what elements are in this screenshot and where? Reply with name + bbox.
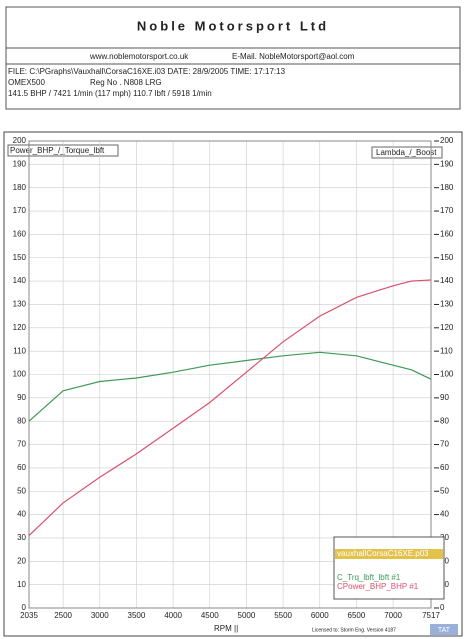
series-line [28, 351, 432, 422]
y-tick-label: 30 [17, 533, 26, 542]
y2-tick-label: 10 [440, 580, 449, 589]
y2-tick-label: 30 [440, 533, 449, 542]
y2-tick-label: 190 [440, 159, 454, 168]
x-tick-label: 7000 [384, 611, 402, 620]
reg: Reg No . N808 LRG [90, 78, 162, 87]
legend-title-bg [335, 549, 443, 559]
y2-tick-label: 110 [440, 346, 453, 355]
badge: TAT [438, 627, 451, 634]
header-box [5, 6, 461, 110]
y-tick-label: 180 [13, 183, 27, 192]
file-line: FILE: C:\PGraphs\Vauxhall\CorsaC16XE.i03… [8, 67, 286, 76]
x-tick-label: 6500 [348, 611, 366, 620]
y-tick-label: 110 [13, 346, 26, 355]
y-tick-label: 130 [13, 300, 27, 309]
y-tick-label: 160 [13, 230, 27, 239]
y-tick-label: 10 [17, 580, 26, 589]
y2-tick-label: 20 [440, 556, 449, 565]
x-tick-label: 3000 [91, 611, 109, 620]
y2-tick-label: 180 [440, 183, 454, 192]
x-tick-label: 6000 [311, 611, 329, 620]
email: E-Mail. NobleMotorsport@aol.com [232, 52, 355, 61]
y-tick-label: 70 [17, 440, 26, 449]
y2-tick-label: 40 [440, 510, 449, 519]
y2-tick-label: 80 [440, 416, 449, 425]
x-tick-label: 7517 [422, 611, 440, 620]
chart-frame [3, 131, 463, 637]
legend-title: vauxhallCorsaC16XE.p03 [337, 549, 429, 558]
y-tick-label: 190 [13, 159, 27, 168]
y-tick-label: 140 [13, 276, 27, 285]
dyno: OMEX500 [8, 78, 45, 87]
header-title: Noble Motorsport Ltd [137, 18, 329, 33]
x-tick-label: 2500 [54, 611, 72, 620]
x-tick-label: 3500 [128, 611, 146, 620]
y2-label-box [371, 146, 443, 159]
y2-tick-label: 100 [440, 370, 454, 379]
y2-tick-label: 120 [440, 323, 454, 332]
y-tick-label: 100 [13, 370, 27, 379]
series-line [28, 279, 432, 537]
y2-tick-label: 90 [440, 393, 449, 402]
legend-entry: C_Trq_lbft_lbft #1 [337, 573, 401, 582]
result: 141.5 BHP / 7421 1/min (117 mph) 110.7 l… [8, 89, 212, 98]
x-label: RPM || [214, 624, 238, 633]
y-tick-label: 150 [13, 253, 27, 262]
y-tick-label: 170 [13, 206, 27, 215]
y2-tick-label: 70 [440, 440, 449, 449]
y2-tick-label: 150 [440, 253, 454, 262]
legend-box [333, 536, 445, 600]
y-tick-label: 0 [22, 603, 27, 612]
y2-label: Lambda_/_Boost [376, 148, 437, 157]
x-tick-label: 5500 [274, 611, 292, 620]
y2-tick-label: 200 [440, 136, 454, 145]
y2-tick-label: 130 [440, 300, 454, 309]
x-tick-label: 2035 [20, 611, 38, 620]
y2-tick-label: 50 [440, 486, 449, 495]
y-tick-label: 50 [17, 486, 26, 495]
y2-tick-label: 60 [440, 463, 449, 472]
y-tick-label: 200 [13, 136, 27, 145]
y-tick-label: 80 [17, 416, 26, 425]
x-tick-label: 4500 [201, 611, 219, 620]
y-tick-label: 60 [17, 463, 26, 472]
y-tick-label: 90 [17, 393, 26, 402]
y2-tick-label: 160 [440, 230, 454, 239]
y-tick-label: 40 [17, 510, 26, 519]
y-tick-label: 120 [13, 323, 27, 332]
x-tick-label: 4000 [164, 611, 182, 620]
badge-box [430, 624, 458, 635]
plot-border [28, 140, 432, 609]
y-tick-label: 20 [17, 556, 26, 565]
y2-tick-label: 140 [440, 276, 454, 285]
x-tick-label: 5000 [238, 611, 256, 620]
legend-entry: CPower_BHP_BHP #1 [337, 582, 419, 591]
y2-tick-label: 0 [440, 603, 445, 612]
footer: Licensed to: Storm Eng. Version 4187 [312, 627, 396, 633]
y2-tick-label: 170 [440, 206, 454, 215]
website: www.noblemotorsport.co.uk [89, 52, 189, 61]
y-label: Power_BHP_/_Torque_lbft [10, 146, 105, 155]
